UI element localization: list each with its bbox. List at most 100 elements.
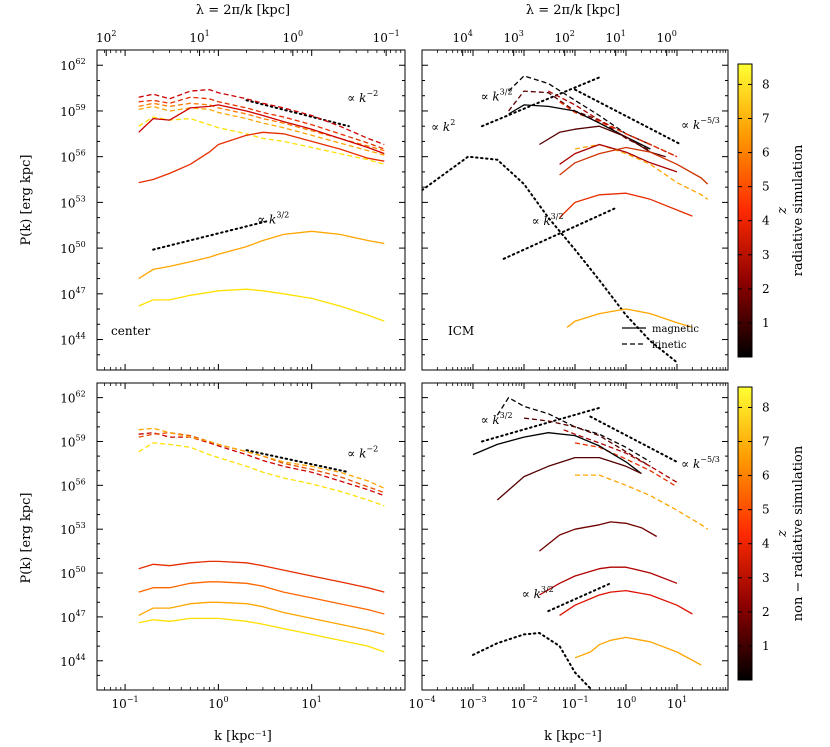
y-tick-label-6-exp: 62 <box>76 57 86 66</box>
y-tick-label-4-exp: 56 <box>76 477 86 486</box>
annotation-0: ∝ k−2 <box>347 89 378 105</box>
top-tick-label-0-exp: 2 <box>111 29 116 38</box>
colorbar-tick-label-1: 2 <box>762 605 770 619</box>
plot-area <box>138 427 385 653</box>
guide-line-2 <box>574 88 682 146</box>
series-line-2 <box>138 102 385 152</box>
y-tick-label-2-base: 10 <box>60 242 75 256</box>
colorbar-title: non − radiative simulation <box>791 445 806 621</box>
series-line-3 <box>559 101 678 158</box>
annotation-base: ∝ k <box>480 89 499 103</box>
y-tick-label-4-exp: 56 <box>76 149 86 158</box>
annotation-exp: 3/2 <box>541 585 554 594</box>
panel-icm-nonradiative: 10−4 10−3 10−2 10−1 100 101∝ k3/2∝ k−5/3∝ k3/… <box>408 382 729 711</box>
panel-label: ICM <box>448 324 474 338</box>
series-line-6 <box>539 125 666 158</box>
colorbar-tick-label-5: 6 <box>762 469 770 483</box>
annotation-base: ∝ k <box>681 457 700 471</box>
guide-line-1 <box>472 631 592 690</box>
plot-area <box>422 75 709 364</box>
annotation-exp: 2 <box>450 118 455 127</box>
y-tick-label-6: 1062 <box>60 57 85 73</box>
y-tick-label-1-exp: 47 <box>76 609 86 618</box>
top-tick-label-1: 101 <box>189 29 209 45</box>
annotation-exp: −5/3 <box>700 455 720 464</box>
legend-label-magnetic: magnetic <box>652 324 699 335</box>
colorbar-tick-label-2: 3 <box>762 571 770 585</box>
annotation-1: ∝ k−5/3 <box>681 455 720 471</box>
x-tick-label-0-exp: −1 <box>127 695 139 704</box>
y-tick-label-0-exp: 44 <box>76 653 86 662</box>
colorbar-tick-label-0: 1 <box>762 639 770 653</box>
x-tick-label-0: 10−1 <box>112 695 139 711</box>
top-tick-label-1-base: 10 <box>504 31 519 45</box>
top-axis-title-right: λ = 2π/k [kpc] <box>526 3 620 18</box>
colorbar-tick-label-3: 4 <box>762 537 770 551</box>
guide-line-3 <box>547 582 612 613</box>
series-line-9 <box>559 589 693 616</box>
colorbar-tick-label-7: 8 <box>762 400 770 414</box>
y-axis-title-top: P(k) [erg kpc] <box>19 155 34 246</box>
y-tick-label-3-base: 10 <box>60 523 75 537</box>
top-tick-label-4-base: 10 <box>657 31 672 45</box>
y-tick-label-5-exp: 59 <box>76 433 86 442</box>
annotation-0: ∝ k3/2 <box>480 411 512 427</box>
x-tick-label-2-base: 10 <box>302 697 317 711</box>
x-tick-label-2: 10−2 <box>510 695 537 711</box>
x-tick-label-0-base: 10 <box>408 697 423 711</box>
x-tick-label-2: 101 <box>302 695 322 711</box>
y-tick-label-5-base: 10 <box>60 435 75 449</box>
y-tick-label-5: 1059 <box>60 103 85 119</box>
top-tick-label-0-base: 10 <box>96 31 111 45</box>
colorbar-var: z <box>775 207 790 215</box>
y-tick-label-3: 1053 <box>60 521 85 537</box>
series-line-8 <box>539 566 678 596</box>
y-tick-label-0: 1044 <box>60 653 85 669</box>
series-line-5 <box>138 581 385 615</box>
annotation-exp: −5/3 <box>700 116 720 125</box>
annotation-exp: −2 <box>366 89 378 98</box>
series-line-2 <box>563 429 678 483</box>
colorbar-tick-label-2: 3 <box>762 248 770 262</box>
y-axis-title-bottom: P(k) [erg kpc] <box>19 493 34 584</box>
top-tick-label-2-exp: 2 <box>570 29 575 38</box>
guide-line-3 <box>502 207 616 260</box>
annotation-exp: 3/2 <box>500 87 513 96</box>
series-line-6 <box>496 456 642 501</box>
top-tick-label-1-exp: 1 <box>205 29 210 38</box>
top-tick-label-0-exp: 4 <box>468 29 473 38</box>
y-tick-label-0-base: 10 <box>60 655 75 669</box>
annotation-exp: 3/2 <box>276 211 289 220</box>
series-line-3 <box>574 442 678 488</box>
y-tick-label-4: 1056 <box>60 477 85 493</box>
annotation-exp: −2 <box>366 445 378 454</box>
guide-line-0 <box>245 99 350 128</box>
x-tick-label-5: 101 <box>667 695 687 711</box>
legend-label-kinetic: kinetic <box>652 340 687 351</box>
annotation-base: ∝ k <box>347 91 366 105</box>
series-line-5 <box>508 104 651 150</box>
colorbar-tick-label-4: 5 <box>762 503 770 517</box>
y-tick-label-2-exp: 50 <box>76 565 86 574</box>
annotation-base: ∝ k <box>681 118 700 132</box>
x-tick-label-2-exp: 1 <box>317 695 322 704</box>
top-tick-label-2: 102 <box>555 29 575 45</box>
panel-frame <box>96 382 406 691</box>
colorbar-tick-label-1: 2 <box>762 282 770 296</box>
y-tick-label-3-base: 10 <box>60 196 75 210</box>
x-axis-title-right: k [kpc⁻¹] <box>544 729 602 744</box>
top-tick-label-1-base: 10 <box>189 31 204 45</box>
y-tick-label-2-exp: 50 <box>76 240 86 249</box>
top-tick-label-3-base: 10 <box>373 31 388 45</box>
series-line-6 <box>138 131 385 184</box>
top-tick-label-1-exp: 3 <box>519 29 524 38</box>
y-tick-label-4: 1056 <box>60 149 85 165</box>
y-tick-label-3: 1053 <box>60 194 85 210</box>
top-tick-label-1: 103 <box>504 29 524 45</box>
series-line-9 <box>559 146 709 185</box>
series-line-8 <box>559 192 693 219</box>
y-tick-label-5: 1059 <box>60 433 85 449</box>
series-line-4 <box>574 143 709 200</box>
series-line-1 <box>508 90 651 152</box>
panel-center-nonradiative: 10−1 100 1011044104710501053105610591062∝ … <box>60 382 406 711</box>
